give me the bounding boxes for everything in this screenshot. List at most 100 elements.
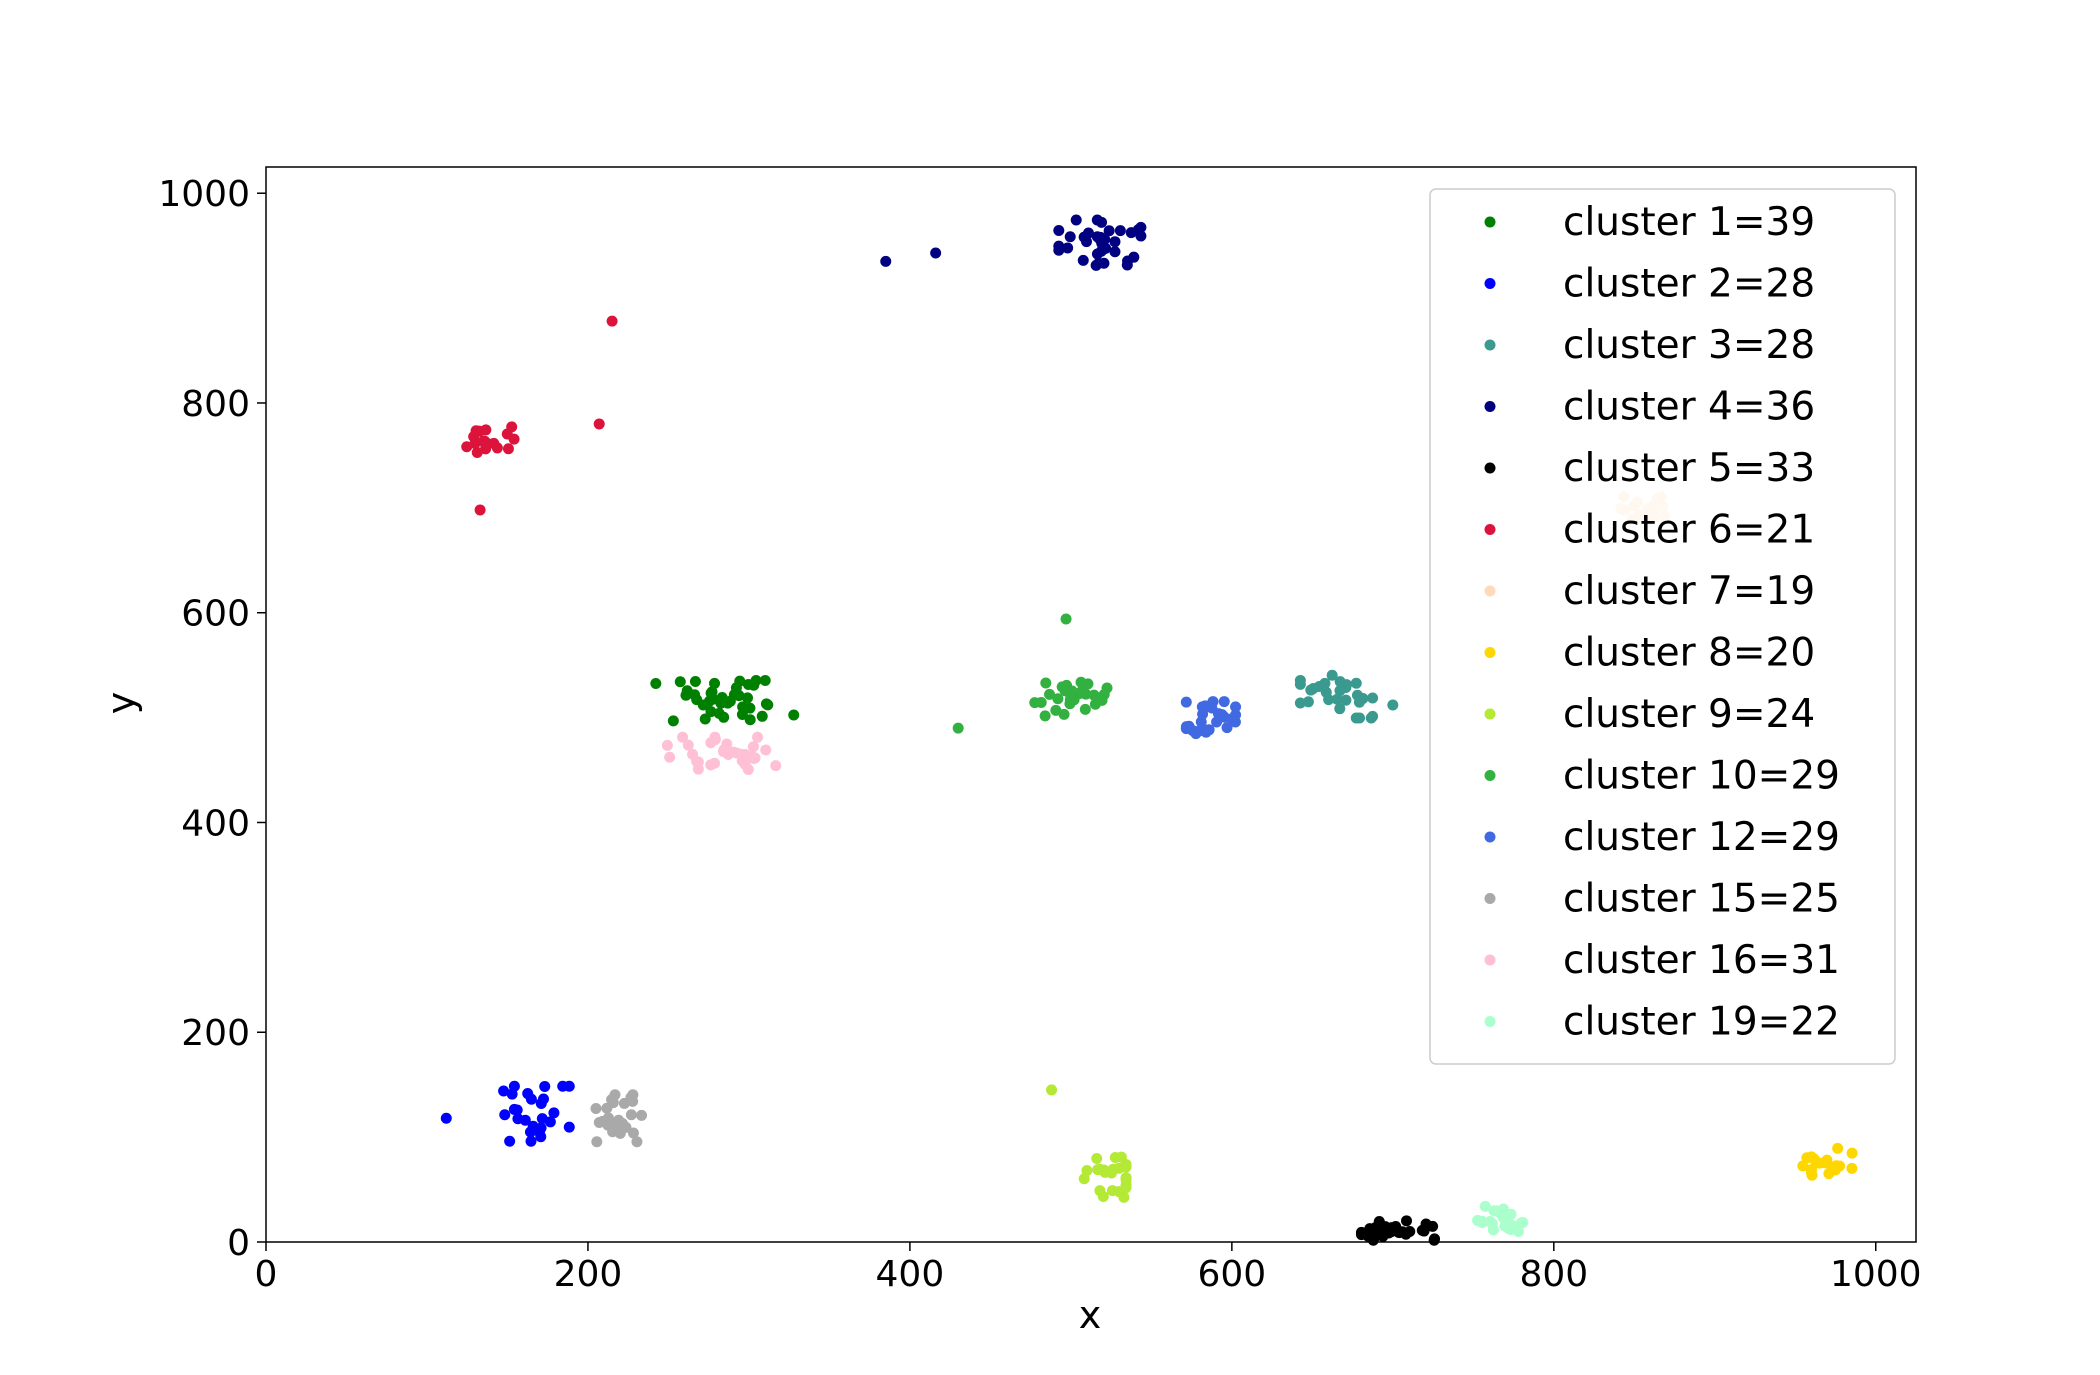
y-tick-label: 600 [181,594,250,635]
data-point [488,437,500,449]
data-point [687,748,699,760]
data-point [1218,696,1230,708]
data-point [1334,703,1346,715]
data-point [508,1103,520,1115]
data-point [536,1113,548,1125]
data-point [1180,696,1192,708]
series-3 [1294,669,1399,724]
data-point [1846,1147,1858,1159]
legend-frame [1429,188,1896,1065]
data-point [512,1113,524,1125]
data-point [760,744,772,756]
legend-label: cluster 6=21 [1563,508,1815,553]
data-point [737,701,749,713]
legend-marker [1484,524,1496,535]
data-point [1801,1152,1813,1164]
legend-marker [1484,585,1496,597]
data-point [1377,1230,1389,1242]
x-tick-label: 1000 [1830,1254,1922,1295]
data-point [499,1109,511,1121]
plot-frame [265,166,1917,1243]
data-point [1044,688,1056,700]
legend-marker [1484,954,1496,966]
data-point [1829,1164,1841,1176]
data-point [1401,1215,1413,1227]
data-point [677,731,689,743]
y-tick-label: 0 [227,1223,250,1264]
data-point [1517,1217,1529,1229]
data-point [705,706,717,718]
data-point [880,255,892,267]
data-point [627,1095,639,1107]
legend-label: cluster 9=24 [1563,692,1815,737]
data-point [650,677,662,689]
series-6 [461,315,618,516]
legend-label: cluster 7=19 [1563,569,1815,614]
data-point [748,679,760,691]
data-point [590,1102,602,1114]
data-point [667,715,679,727]
series-12 [590,1089,648,1148]
data-point [1805,1167,1817,1179]
data-point [1125,227,1137,239]
data-point [1350,677,1362,689]
legend-label: cluster 15=25 [1563,877,1840,922]
data-point [504,1135,516,1147]
data-point [1353,696,1365,708]
data-point [1050,704,1062,716]
data-point [631,1136,643,1148]
data-point [705,737,717,749]
data-point [1064,698,1076,710]
legend-marker [1484,278,1496,289]
data-point [1090,259,1102,271]
data-point [1092,1164,1104,1176]
data-point [739,758,751,770]
data-point [1101,682,1113,694]
data-point [1476,1216,1488,1228]
data-point [1340,694,1352,706]
x-axis-label: x [1079,1293,1102,1337]
data-point [1305,684,1317,696]
data-point [762,699,774,711]
data-point [1821,1154,1833,1166]
data-point [1096,237,1108,249]
data-point [548,1107,560,1119]
series-4 [880,214,1147,271]
data-point [1089,698,1101,710]
legend-label: cluster 10=29 [1563,754,1840,799]
data-point [1076,685,1088,697]
data-point [1355,1229,1367,1241]
series-2 [440,1080,575,1147]
y-tick-label: 800 [181,384,250,425]
series-10 [952,613,1113,734]
legend-marker [1484,647,1496,658]
data-point [1416,1224,1428,1236]
data-point [539,1080,551,1092]
data-point [1091,248,1103,260]
data-point [1226,713,1238,725]
legend-marker [1484,401,1496,412]
data-point [440,1112,452,1124]
data-point [480,443,492,455]
data-point [1075,676,1087,688]
data-point [498,1085,510,1097]
data-point [593,418,605,430]
data-point [742,692,754,704]
data-point [756,710,768,722]
data-point [1503,1217,1515,1229]
series-13 [661,731,782,775]
data-point [474,504,486,516]
legend-marker [1484,216,1496,228]
data-point [1390,1220,1402,1232]
data-point [1080,236,1092,248]
data-point [1202,724,1214,736]
data-point [748,753,760,765]
data-point [1387,699,1399,711]
series-8 [1797,1142,1858,1181]
data-point [535,1122,547,1134]
data-point [1364,1223,1376,1235]
data-point [538,1093,550,1105]
data-point [1097,1191,1109,1203]
data-point [752,731,764,743]
data-point [1109,1152,1121,1164]
